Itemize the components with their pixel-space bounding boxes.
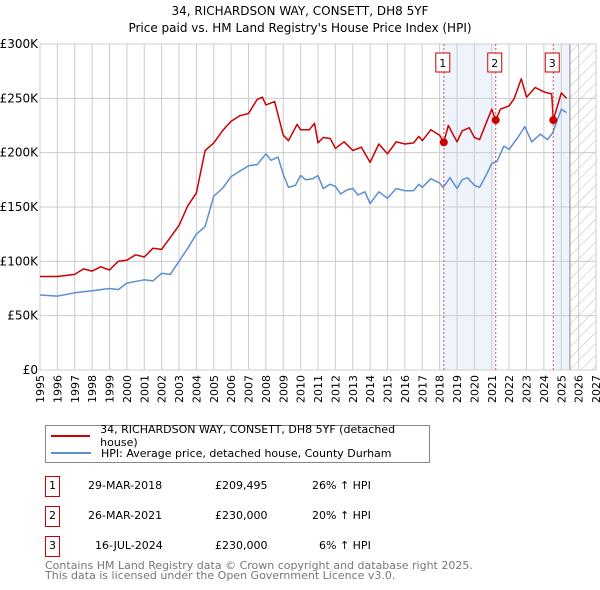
legend-swatch-red <box>51 435 91 437</box>
sale-price: £230,000 <box>215 539 268 552</box>
sale-label: 3 <box>549 57 556 70</box>
x-tick-label: 2000 <box>121 375 134 403</box>
x-tick-label: 2021 <box>486 375 499 403</box>
sale-label-box <box>435 52 451 73</box>
x-tick-label: 2014 <box>364 375 377 403</box>
sale-marker-badge: 3 <box>45 536 60 557</box>
x-tick-label: 2015 <box>382 375 395 403</box>
x-tick-label: 2004 <box>190 375 203 403</box>
sale-marker-badge: 1 <box>45 476 60 497</box>
x-tick-label: 2019 <box>451 375 464 403</box>
y-tick-label: £0 <box>23 363 38 377</box>
x-tick-label: 1998 <box>86 375 99 403</box>
x-tick-label: 2025 <box>555 375 568 403</box>
x-tick-label: 2020 <box>468 375 481 403</box>
legend-item-hpi: HPI: Average price, detached house, Coun… <box>46 445 392 461</box>
legend-label: HPI: Average price, detached house, Coun… <box>101 446 392 460</box>
sale-hpi-change: 20% ↑ HPI <box>312 509 371 522</box>
x-tick-label: 2006 <box>225 375 238 403</box>
x-tick-label: 2026 <box>573 375 586 403</box>
y-tick-label: £50K <box>7 309 39 323</box>
legend-label: 34, RICHARDSON WAY, CONSETT, DH8 5YF (de… <box>100 423 396 449</box>
x-tick-label: 2007 <box>243 375 256 403</box>
x-tick-label: 2005 <box>208 375 221 403</box>
price-chart: 34, RICHARDSON WAY, CONSETT, DH8 5YF Pri… <box>0 4 600 403</box>
x-tick-label: 2013 <box>347 375 360 403</box>
x-tick-label: 2017 <box>416 375 429 403</box>
y-tick-label: £300K <box>0 37 39 51</box>
x-tick-label: 2002 <box>156 375 169 403</box>
sale-point <box>491 116 500 125</box>
sale-point <box>439 138 448 147</box>
sale-point <box>549 116 558 125</box>
x-tick-label: 2011 <box>312 375 325 403</box>
hpi-line <box>39 108 567 297</box>
y-tick-label: £200K <box>0 146 39 160</box>
chart-title: 34, RICHARDSON WAY, CONSETT, DH8 5YF <box>172 4 429 18</box>
footer-attribution: Contains HM Land Registry data © Crown c… <box>45 559 473 582</box>
x-tick-label: 1997 <box>69 375 82 403</box>
x-tick-label: 2001 <box>138 375 151 403</box>
sale-date: 29-MAR-2018 <box>88 479 163 492</box>
x-tick-label: 1996 <box>51 375 64 403</box>
x-tick-label: 2027 <box>590 375 600 403</box>
x-tick-label: 2024 <box>538 375 551 403</box>
sale-hpi-change: 26% ↑ HPI <box>312 479 371 492</box>
x-tick-label: 2018 <box>434 375 447 403</box>
footer-line: Contains HM Land Registry data © Crown c… <box>45 559 473 572</box>
sale-date: 26-MAR-2021 <box>88 509 163 522</box>
x-tick-label: 1995 <box>34 375 47 403</box>
sale-label-box <box>544 52 560 73</box>
x-tick-label: 2022 <box>503 375 516 403</box>
chart-legend: 34, RICHARDSON WAY, CONSETT, DH8 5YF (de… <box>45 423 430 463</box>
x-tick-label: 2023 <box>521 375 534 403</box>
sale-price: £209,495 <box>215 479 268 492</box>
x-tick-label: 2003 <box>173 375 186 403</box>
property-price-line <box>40 78 568 278</box>
legend-swatch-blue <box>51 452 91 454</box>
x-tick-label: 2008 <box>260 375 273 403</box>
y-tick-label: £150K <box>0 200 39 214</box>
chart-subtitle: Price paid vs. HM Land Registry's House … <box>128 21 471 35</box>
sale-hpi-change: 6% ↑ HPI <box>319 539 371 552</box>
sale-label-box <box>487 52 503 73</box>
footer-line: This data is licensed under the Open Gov… <box>45 569 396 582</box>
x-tick-label: 1999 <box>104 375 117 403</box>
legend-item-property: 34, RICHARDSON WAY, CONSETT, DH8 5YF (de… <box>46 423 429 449</box>
x-tick-label: 2009 <box>277 375 290 403</box>
x-tick-label: 2012 <box>329 375 342 403</box>
sale-date: 16-JUL-2024 <box>95 539 163 552</box>
x-tick-label: 2016 <box>399 375 412 403</box>
x-tick-label: 2010 <box>295 375 308 403</box>
sale-label: 1 <box>439 57 446 70</box>
sale-label: 2 <box>491 57 498 70</box>
y-tick-label: £100K <box>0 254 39 268</box>
sale-marker-badge: 2 <box>45 506 60 527</box>
sale-price: £230,000 <box>215 509 268 522</box>
plot-frame <box>39 43 597 371</box>
y-tick-label: £250K <box>0 91 39 105</box>
